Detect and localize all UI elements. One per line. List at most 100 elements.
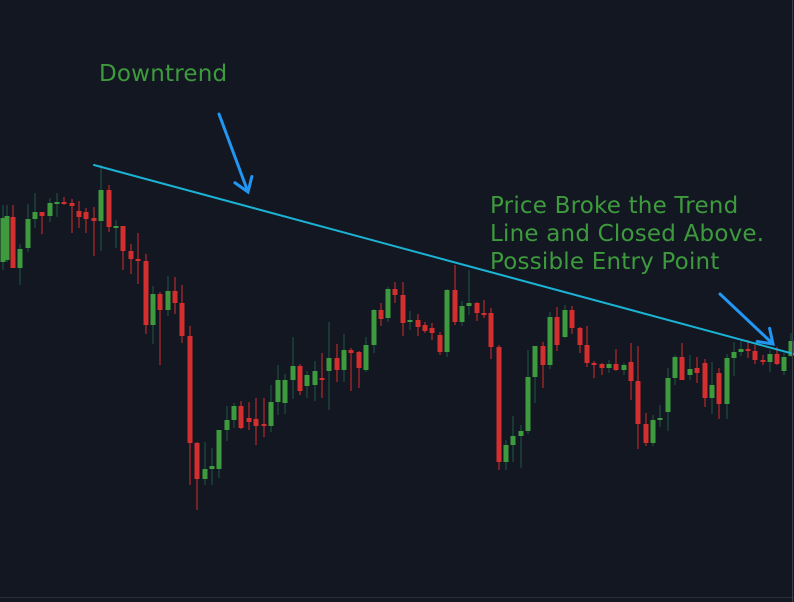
candle-body <box>224 420 230 430</box>
candle-down <box>179 285 185 343</box>
candle-body <box>525 377 531 431</box>
entry-arrow-icon[interactable] <box>718 292 775 346</box>
candle-body <box>547 317 553 365</box>
candle-body <box>767 354 773 362</box>
candle-up <box>665 368 671 431</box>
candle-down <box>702 359 708 407</box>
candle-up <box>466 270 472 315</box>
candle-body <box>83 212 89 219</box>
candle-body <box>716 373 722 404</box>
candle-body <box>113 226 119 228</box>
arrows-group <box>217 112 775 346</box>
candle-body <box>788 341 794 356</box>
candle-up <box>459 301 465 326</box>
candle-body <box>268 402 274 426</box>
candle-down <box>496 345 502 470</box>
candle-body <box>392 289 398 295</box>
candle-down <box>246 402 252 430</box>
candle-up <box>47 198 53 222</box>
candle-body <box>216 430 222 469</box>
candle-body <box>246 418 252 422</box>
candle-up <box>738 341 744 356</box>
candle-down <box>694 357 700 383</box>
candle-down <box>120 226 126 270</box>
candle-down <box>745 340 751 358</box>
candle-body <box>437 335 443 352</box>
candle-up <box>532 346 538 403</box>
entry-label-line-3: Possible Entry Point <box>490 249 720 275</box>
candle-body <box>17 249 23 268</box>
downtrend-arrow-icon[interactable] <box>217 112 254 195</box>
candle-down <box>392 282 398 303</box>
candle-body <box>532 346 538 377</box>
candle-up <box>510 416 516 462</box>
candle-up <box>407 311 413 330</box>
candle-body <box>378 310 384 319</box>
candle-body <box>760 360 766 362</box>
candle-up <box>371 309 377 353</box>
candle-down <box>194 442 200 510</box>
candle-body <box>282 380 288 403</box>
candle-body <box>187 336 193 443</box>
candle-body <box>415 320 421 327</box>
candle-down <box>591 361 597 378</box>
candle-body <box>665 378 671 412</box>
candle-down <box>261 398 267 437</box>
candle-body <box>120 226 126 251</box>
candle-up <box>312 361 318 401</box>
candle-body <box>334 358 340 370</box>
candle-body <box>150 294 156 325</box>
candle-down <box>599 363 605 375</box>
candle-body <box>202 469 208 479</box>
candle-body <box>290 366 296 380</box>
candle-down <box>61 197 67 205</box>
candle-body <box>356 352 362 368</box>
candle-body <box>25 219 31 248</box>
candle-body <box>371 310 377 345</box>
candle-body <box>679 357 685 380</box>
candle-body <box>400 295 406 323</box>
candle-up <box>363 337 369 372</box>
candle-body <box>194 443 200 479</box>
candle-up <box>767 350 773 372</box>
candle-up <box>650 415 656 446</box>
candle-down <box>10 205 16 268</box>
entry-label-line-2: Line and Closed Above. <box>490 221 765 247</box>
candle-body <box>481 313 487 315</box>
candle-body <box>231 406 237 420</box>
candles-group <box>0 165 794 510</box>
candle-up <box>224 406 230 441</box>
candle-body <box>613 364 619 370</box>
candle-body <box>165 291 171 310</box>
candle-body <box>503 445 509 462</box>
candle-up <box>503 440 509 470</box>
candle-down <box>172 277 178 314</box>
candle-body <box>650 420 656 443</box>
candle-body <box>209 466 215 469</box>
candle-up <box>17 244 23 285</box>
candle-body <box>32 212 38 219</box>
price-scale-border <box>792 0 793 602</box>
candle-body <box>429 328 435 333</box>
candle-down <box>716 368 722 419</box>
candle-down <box>157 292 163 365</box>
candle-body <box>569 310 575 328</box>
candle-up <box>562 305 568 338</box>
candle-down <box>297 364 303 395</box>
candle-body <box>510 436 516 445</box>
candle-down <box>356 351 362 388</box>
candle-up <box>54 193 60 217</box>
candle-up <box>231 403 237 428</box>
candle-body <box>91 218 97 221</box>
candle-body <box>10 217 16 268</box>
candle-down <box>474 302 480 321</box>
candle-up <box>150 286 156 344</box>
trendline[interactable] <box>93 164 794 355</box>
candle-body <box>98 190 104 221</box>
candle-body <box>709 385 715 398</box>
candle-body <box>275 380 281 402</box>
candle-body <box>179 303 185 336</box>
candle-body <box>326 358 332 371</box>
candle-down <box>135 233 141 284</box>
candle-body <box>385 289 391 318</box>
